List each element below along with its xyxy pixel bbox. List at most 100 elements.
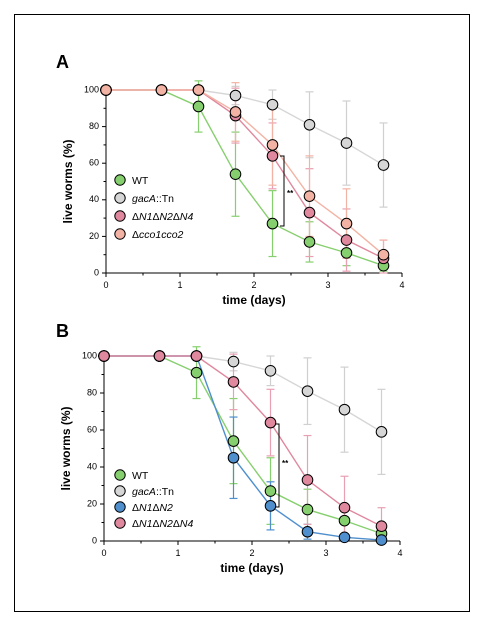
legend-label: WT	[132, 470, 149, 482]
data-point	[227, 376, 240, 388]
y-tick-label: 100	[82, 350, 97, 360]
legend-label: Δcco1cco2	[132, 229, 184, 241]
x-tick-label: 2	[251, 280, 256, 290]
data-point	[98, 350, 110, 362]
data-point	[153, 350, 166, 362]
legend-label: gacA::Tn	[132, 486, 174, 498]
data-point	[264, 500, 277, 512]
data-point	[340, 247, 353, 259]
legend-marker	[114, 517, 126, 529]
y-axis-title: live worms (%)	[59, 406, 73, 490]
x-tick-label: 4	[397, 548, 402, 558]
series-errorbars	[192, 346, 386, 540]
series-line	[104, 355, 382, 433]
data-point	[303, 206, 316, 219]
y-tick-label: 80	[89, 121, 99, 131]
legend-label: ΔN1ΔN2ΔN4	[132, 211, 194, 223]
data-point	[264, 485, 277, 497]
data-point	[338, 531, 351, 544]
data-point	[192, 84, 205, 96]
data-point	[377, 248, 390, 261]
legend-marker	[114, 501, 126, 513]
y-tick-label: 80	[87, 387, 97, 397]
y-tick-label: 60	[89, 158, 99, 168]
y-axis-title: live worms (%)	[61, 139, 75, 223]
significance-label: **	[282, 459, 289, 468]
y-tick-label: 40	[87, 461, 97, 471]
series-line	[104, 355, 382, 535]
x-axis-title: time (days)	[222, 293, 285, 307]
data-point	[229, 168, 242, 180]
legend-label: ΔN1ΔN2	[132, 502, 173, 514]
x-tick-label: 4	[399, 280, 404, 290]
x-tick-label: 2	[249, 548, 254, 558]
data-point	[303, 190, 316, 202]
data-point	[266, 150, 279, 162]
series-errorbars	[194, 80, 388, 272]
data-point	[155, 84, 168, 96]
y-tick-label: 0	[94, 267, 99, 277]
data-point	[100, 84, 112, 96]
legend-marker	[114, 210, 126, 222]
x-tick-label: 1	[175, 548, 180, 558]
series-line	[104, 355, 382, 527]
y-tick-label: 20	[89, 231, 99, 241]
legend-label: WT	[132, 175, 149, 187]
data-point	[266, 217, 279, 230]
y-tick-label: 0	[92, 535, 97, 545]
data-point	[266, 139, 279, 151]
series-line	[106, 89, 384, 166]
significance-bracket	[280, 155, 285, 227]
legend-label: gacA::Tn	[132, 193, 174, 205]
series-line	[106, 89, 384, 267]
data-point	[264, 416, 277, 429]
data-point	[301, 474, 314, 486]
data-point	[229, 106, 242, 118]
legend-marker	[114, 192, 126, 204]
data-point	[192, 100, 205, 113]
x-tick-label: 0	[103, 280, 108, 290]
legend-label: ΔN1ΔN2ΔN4	[132, 518, 194, 530]
panel-letter: B	[56, 321, 69, 341]
y-tick-label: 20	[87, 498, 97, 508]
data-point	[338, 514, 351, 527]
panel-letter: A	[56, 52, 69, 72]
data-point	[264, 365, 277, 377]
data-point	[266, 98, 279, 111]
significance-bracket	[275, 423, 280, 508]
data-point	[190, 350, 203, 362]
data-point	[338, 403, 351, 416]
data-point	[375, 534, 388, 546]
x-axis-title: time (days)	[220, 561, 283, 575]
y-tick-label: 40	[89, 194, 99, 204]
x-tick-label: 3	[323, 548, 328, 558]
data-point	[377, 159, 390, 171]
legend-marker	[114, 174, 126, 186]
data-point	[227, 435, 240, 447]
legend-marker	[114, 228, 126, 240]
x-tick-label: 3	[325, 280, 330, 290]
data-point	[301, 503, 314, 516]
series-line	[106, 89, 384, 256]
data-point	[338, 501, 351, 514]
data-point	[340, 234, 353, 246]
data-point	[340, 217, 353, 230]
data-point	[303, 118, 316, 131]
data-point	[340, 137, 353, 149]
figure-frame	[14, 14, 470, 612]
data-point	[227, 355, 240, 368]
y-tick-label: 60	[87, 424, 97, 434]
legend-marker	[114, 485, 126, 497]
y-tick-label: 100	[84, 84, 99, 94]
data-point	[227, 451, 240, 464]
legend-marker	[114, 469, 126, 481]
x-tick-label: 0	[101, 548, 106, 558]
data-point	[375, 520, 388, 533]
data-point	[190, 366, 203, 379]
data-point	[301, 525, 314, 538]
